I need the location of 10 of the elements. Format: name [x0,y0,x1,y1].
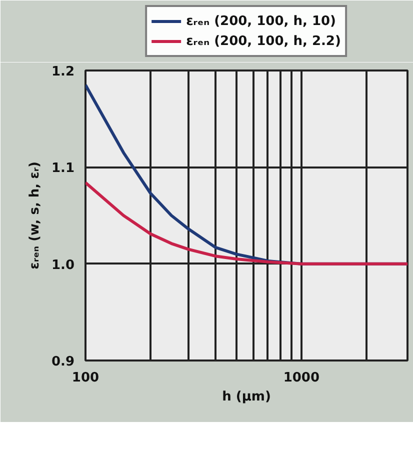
x-tick-label: 100 [72,370,100,386]
y-tick-label: 1.2 [51,64,74,80]
y-tick-label: 1.0 [51,258,74,273]
legend-label: εᵣₑₙ (200, 100, h, 10) [186,14,336,28]
y-tick-label: 0.9 [51,354,74,370]
legend-label: εᵣₑₙ (200, 100, h, 2.2) [186,34,341,48]
y-axis-title: εᵣₑₙ (w, s, h, εᵣ) [27,162,42,270]
x-tick-label: 1000 [283,370,320,386]
y-tick-label: 1.1 [51,161,74,176]
x-axis-title: h (μm) [222,390,271,404]
